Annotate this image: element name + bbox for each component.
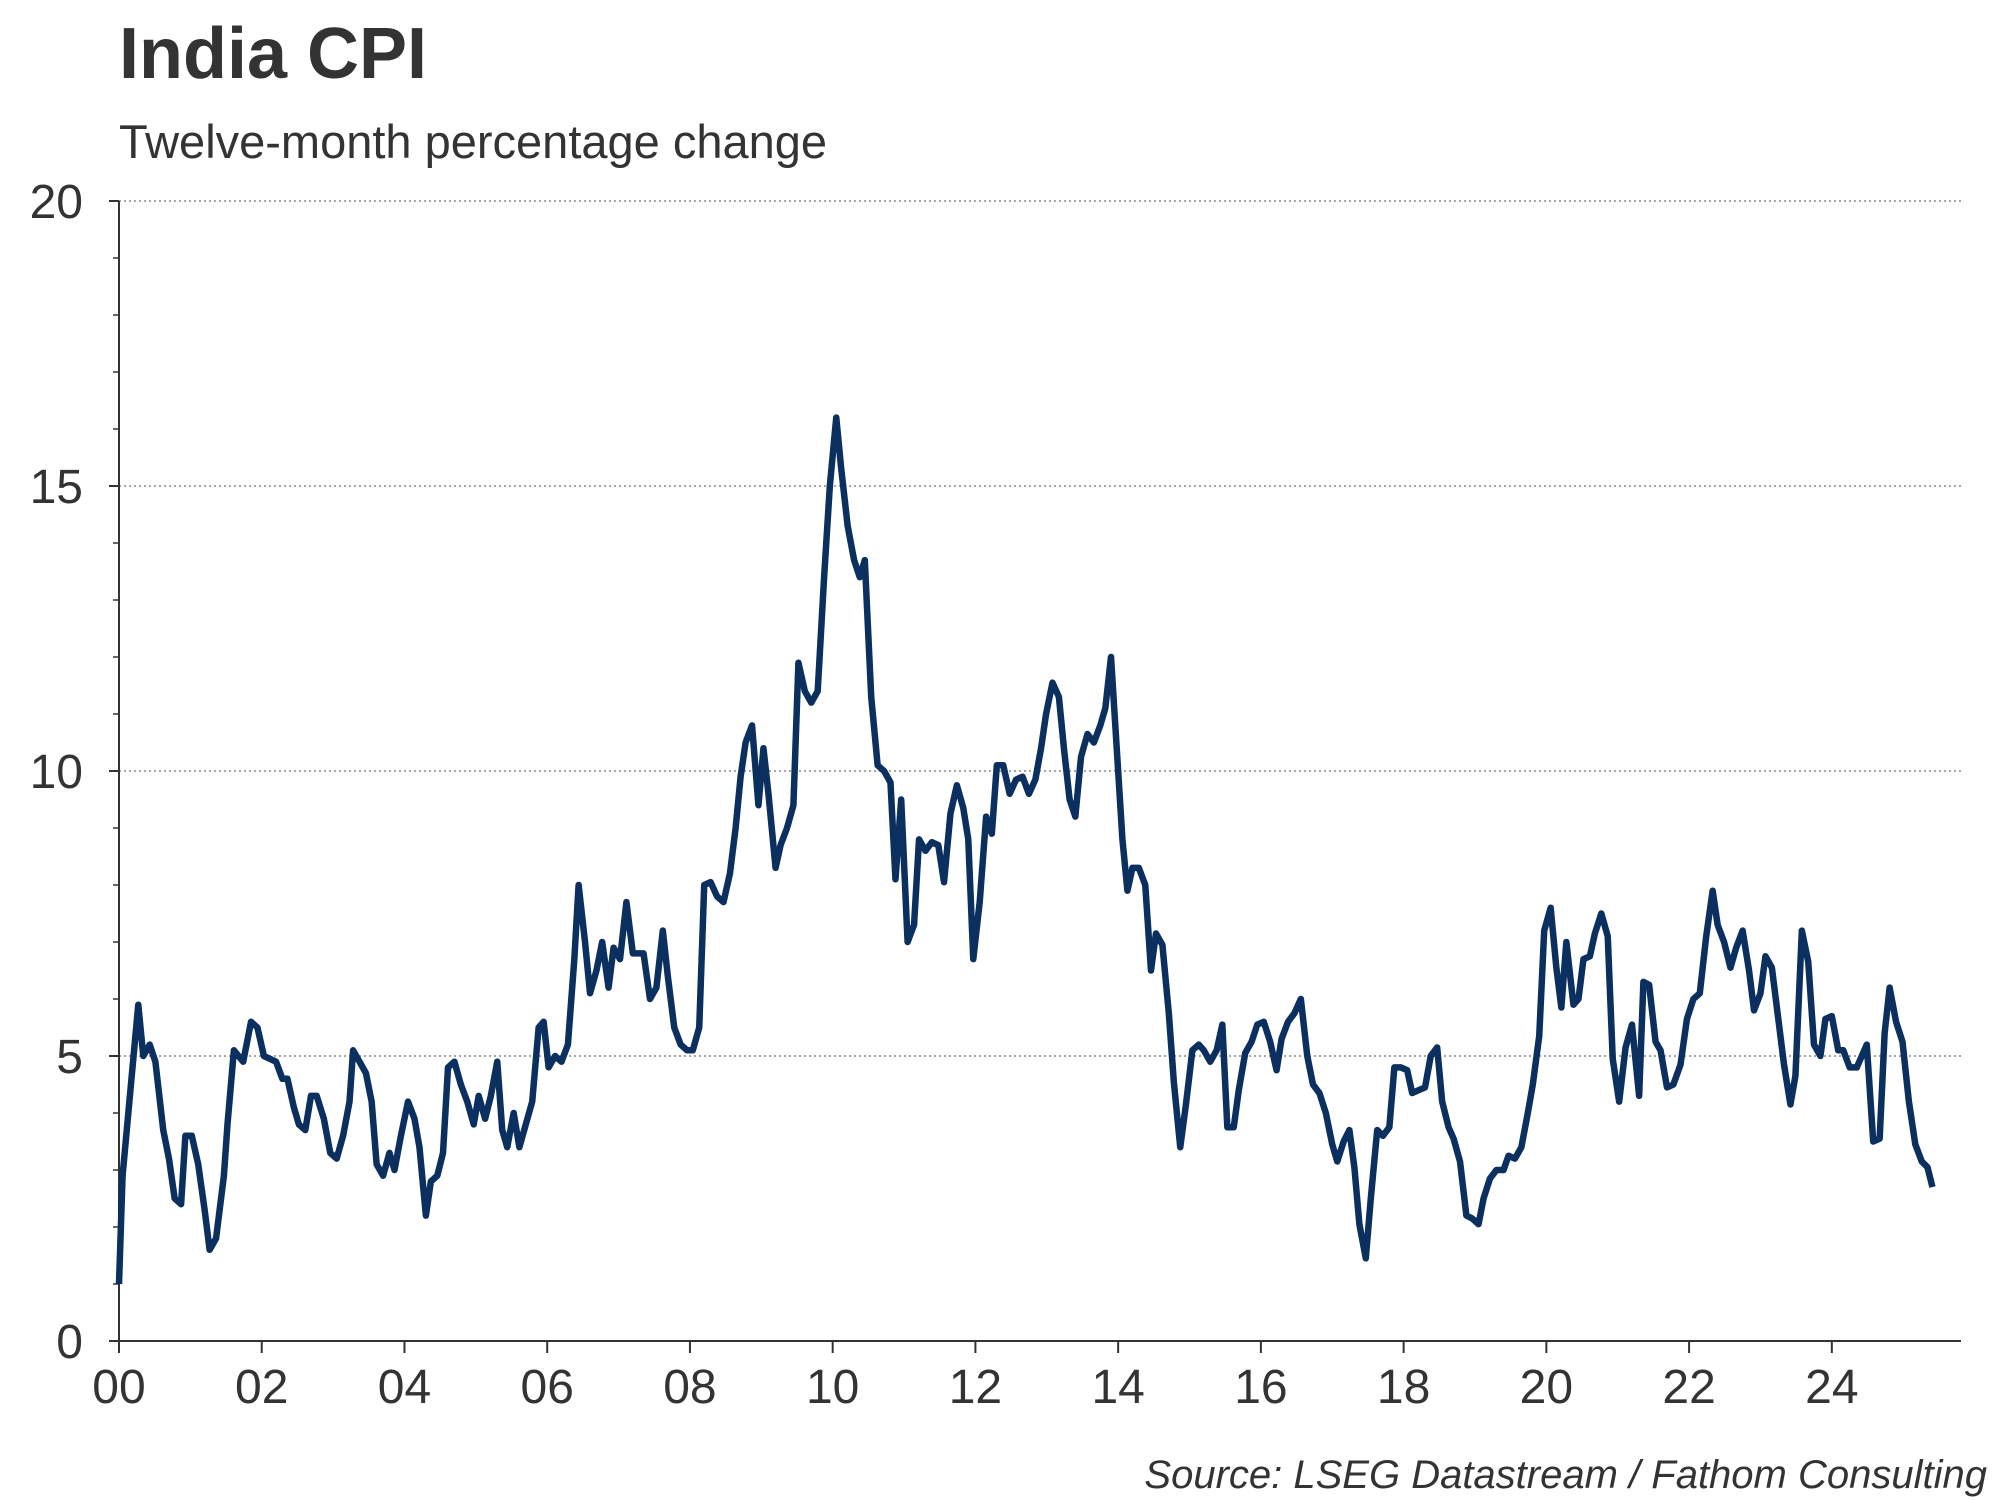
- x-tick-label: 12: [949, 1361, 1002, 1414]
- y-tick-label: 15: [30, 461, 83, 514]
- chart-title: India CPI: [119, 14, 427, 94]
- x-tick-label: 14: [1091, 1361, 1144, 1414]
- x-tick-label: 18: [1377, 1361, 1430, 1414]
- x-tick-label: 06: [521, 1361, 574, 1414]
- x-tick-label: 10: [806, 1361, 859, 1414]
- y-tick-label: 5: [56, 1031, 83, 1084]
- chart-subtitle: Twelve-month percentage change: [119, 115, 827, 168]
- y-tick-label: 20: [30, 176, 83, 229]
- y-tick-label: 10: [30, 746, 83, 799]
- x-tick-label: 02: [235, 1361, 288, 1414]
- y-tick-label: 0: [56, 1316, 83, 1369]
- x-tick-label: 20: [1520, 1361, 1573, 1414]
- x-tick-label: 16: [1234, 1361, 1287, 1414]
- x-tick-label: 00: [92, 1361, 145, 1414]
- x-tick-label: 08: [663, 1361, 716, 1414]
- x-tick-label: 22: [1662, 1361, 1715, 1414]
- cpi-line: [115, 414, 1936, 1285]
- x-tick-label: 04: [378, 1361, 431, 1414]
- x-tick-label: 24: [1805, 1361, 1858, 1414]
- source-note: Source: LSEG Datastream / Fathom Consult…: [1144, 1453, 1987, 1497]
